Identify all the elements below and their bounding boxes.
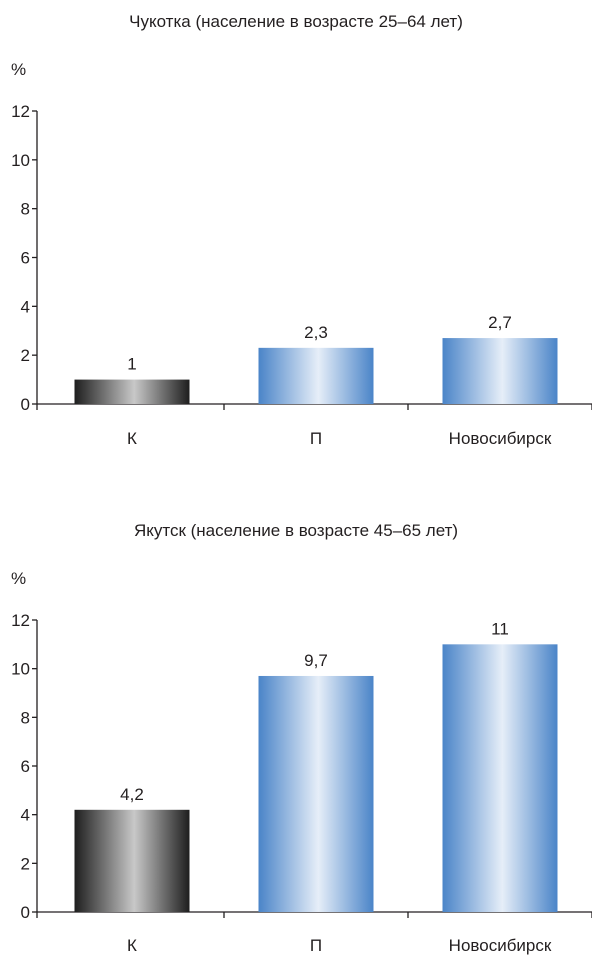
y-tick-label: 0 [21, 903, 30, 922]
y-tick-label: 10 [11, 151, 30, 170]
category-label: П [310, 936, 322, 955]
chart-1: Чукотка (население в возрасте 25–64 лет)… [11, 12, 592, 448]
data-label: 2,7 [488, 313, 512, 332]
bar-3 [442, 644, 558, 912]
y-axis-unit-label: % [11, 569, 26, 588]
bar-2 [258, 675, 374, 912]
data-label: 2,3 [304, 323, 328, 342]
y-tick-label: 2 [21, 854, 30, 873]
chart-title: Чукотка (население в возрасте 25–64 лет) [129, 12, 463, 31]
data-label: 9,7 [304, 651, 328, 670]
y-tick-label: 4 [21, 297, 30, 316]
category-label: П [310, 429, 322, 448]
y-tick-label: 12 [11, 102, 30, 121]
y-tick-label: 4 [21, 806, 30, 825]
y-axis-unit-label: % [11, 60, 26, 79]
bar-1 [74, 379, 190, 404]
y-tick-label: 12 [11, 611, 30, 630]
y-tick-label: 10 [11, 660, 30, 679]
category-label: К [127, 429, 137, 448]
bar-3 [442, 338, 558, 404]
category-label: Новосибирск [449, 936, 552, 955]
bar-2 [258, 347, 374, 404]
data-label: 11 [491, 619, 509, 638]
y-tick-label: 8 [21, 200, 30, 219]
y-tick-label: 8 [21, 708, 30, 727]
y-tick-label: 2 [21, 346, 30, 365]
y-tick-label: 6 [21, 249, 30, 268]
category-label: Новосибирск [449, 429, 552, 448]
bar-1 [74, 809, 190, 912]
chart-2: Якутск (население в возрасте 45–65 лет)%… [11, 521, 592, 955]
data-label: 4,2 [120, 785, 144, 804]
chart-title: Якутск (население в возрасте 45–65 лет) [134, 521, 458, 540]
y-tick-label: 6 [21, 757, 30, 776]
y-tick-label: 0 [21, 395, 30, 414]
data-label: 1 [127, 355, 136, 374]
category-label: К [127, 936, 137, 955]
